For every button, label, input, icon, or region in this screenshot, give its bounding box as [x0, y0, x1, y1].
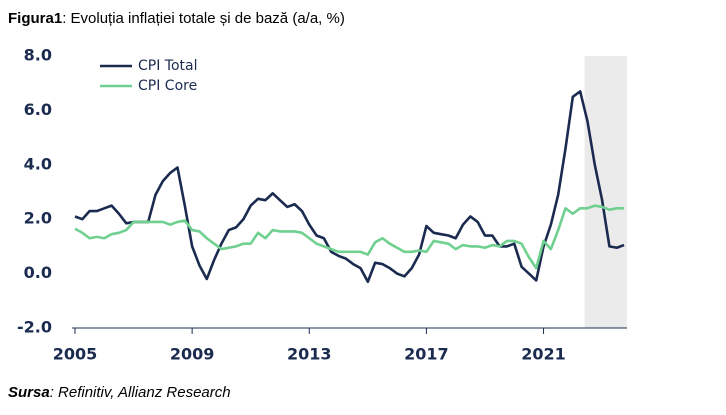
y-tick-label: -2.0 — [17, 318, 52, 337]
source-text: : Refinitiv, Allianz Research — [49, 384, 231, 401]
x-tick-label: 2009 — [170, 345, 215, 364]
legend-label: CPI Core — [138, 78, 197, 94]
title-label: Figura1 — [8, 10, 63, 27]
y-tick-label: 4.0 — [24, 154, 52, 173]
x-tick-label: 2021 — [521, 345, 566, 364]
legend-label: CPI Total — [138, 58, 198, 74]
forecast-shade — [584, 56, 627, 328]
title-text: : Evoluția inflației totale și de bază (… — [62, 10, 345, 27]
x-tick-label: 2017 — [404, 345, 449, 364]
series-line — [74, 90, 625, 284]
x-tick-label: 2005 — [53, 345, 98, 364]
y-tick-label: 2.0 — [24, 209, 52, 228]
source: Sursa: Refinitiv, Allianz Research — [8, 384, 231, 401]
x-tick-label: 2013 — [287, 345, 332, 364]
chart-title: Figura1: Evoluția inflației totale și de… — [8, 10, 345, 27]
y-tick-label: 8.0 — [24, 46, 52, 65]
series-line — [74, 204, 625, 270]
y-tick-label: 6.0 — [24, 100, 52, 119]
source-label: Sursa — [8, 384, 50, 401]
y-tick-label: 0.0 — [24, 263, 52, 282]
